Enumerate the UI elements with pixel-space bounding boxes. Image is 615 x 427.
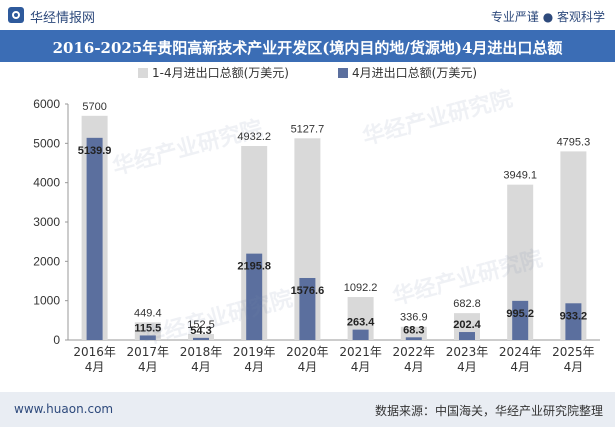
logo-icon — [8, 7, 24, 23]
legend-label-series2: 4月进出口总额(万美元) — [352, 66, 477, 80]
data-label-series1: 1092.2 — [344, 282, 378, 294]
data-label-series1: 5127.7 — [291, 123, 325, 135]
x-tick-label: 4月 — [298, 360, 318, 374]
y-tick-label: 4000 — [33, 176, 60, 190]
y-tick-label: 0 — [53, 333, 60, 347]
footer — [0, 392, 615, 427]
chart-title: 2016-2025年贵阳高新技术产业开发区(境内目的地/货源地)4月进出口总额 — [52, 39, 563, 57]
legend-label-series1: 1-4月进出口总额(万美元) — [152, 66, 289, 80]
x-tick-label: 2019年 — [233, 345, 276, 359]
data-label-series2: 933.2 — [560, 310, 588, 322]
bar-series2 — [565, 303, 582, 340]
bar-series2 — [193, 337, 209, 340]
bar-series2 — [405, 337, 422, 340]
data-label-series2: 68.3 — [403, 324, 424, 336]
data-label-series1: 3949.1 — [503, 170, 537, 182]
x-tick-label: 4月 — [138, 360, 158, 374]
data-label-series1: 152.5 — [187, 319, 215, 331]
bar-series2 — [246, 253, 263, 340]
x-tick-label: 4月 — [244, 360, 264, 374]
x-tick-label: 4月 — [457, 360, 477, 374]
data-label-series1: 5700 — [82, 101, 106, 113]
data-label-series1: 4795.3 — [557, 136, 591, 148]
footer-url[interactable]: www.huaon.com — [14, 402, 114, 416]
bar-series2 — [459, 332, 475, 340]
data-label-series1: 449.4 — [134, 307, 162, 319]
x-tick-label: 2017年 — [127, 345, 170, 359]
x-tick-label: 2021年 — [339, 345, 382, 359]
bar-series2 — [139, 335, 156, 340]
x-tick-label: 2020年 — [286, 345, 329, 359]
data-label-series2: 5139.9 — [78, 145, 112, 157]
data-label-series1: 682.8 — [453, 298, 481, 310]
x-tick-label: 4月 — [85, 360, 105, 374]
top-bar: 华经情报网 专业严谨 ● 客观科学 — [0, 0, 615, 30]
data-label-series2: 115.5 — [134, 322, 161, 334]
brand-name: 华经情报网 — [30, 11, 96, 26]
x-tick-label: 2018年 — [180, 345, 223, 359]
chart: 0 1000 2000 3000 4000 5000 6000 5700 5139.9 2016年… — [33, 66, 600, 374]
x-tick-label: 2022年 — [393, 345, 436, 359]
x-tick-label: 2016年 — [73, 345, 116, 359]
data-label-series2: 2195.8 — [237, 261, 271, 273]
bar-series1 — [188, 334, 214, 340]
bar-series2 — [86, 137, 103, 340]
data-label-series2: 1576.6 — [291, 285, 325, 297]
data-label-series2: 995.2 — [506, 308, 534, 320]
data-label-series2: 54.3 — [190, 325, 211, 337]
data-label-series1: 336.9 — [400, 312, 428, 324]
bar-series2 — [299, 277, 316, 340]
x-tick-label: 2023年 — [446, 345, 489, 359]
legend-swatch-series2 — [338, 68, 348, 78]
y-tick-label: 6000 — [33, 97, 60, 111]
data-label-series2: 263.4 — [347, 317, 375, 329]
y-tick-label: 1000 — [33, 294, 60, 308]
x-tick-label: 4月 — [404, 360, 424, 374]
x-tick-label: 2024年 — [499, 345, 542, 359]
y-tick-label: 5000 — [33, 136, 60, 150]
x-tick-label: 4月 — [510, 360, 530, 374]
y-tick-label: 2000 — [33, 254, 60, 268]
y-tick-label: 3000 — [33, 215, 60, 229]
slogan: 专业严谨 ● 客观科学 — [490, 10, 605, 24]
x-tick-label: 4月 — [191, 360, 211, 374]
data-label-series2: 202.4 — [453, 319, 481, 331]
bar-series1 — [400, 326, 427, 340]
bar-series2 — [512, 300, 529, 340]
x-tick-label: 2025年 — [552, 345, 595, 359]
x-tick-label: 4月 — [351, 360, 371, 374]
legend-swatch-series1 — [138, 68, 148, 78]
footer-source: 数据来源：中国海关，华经产业研究院整理 — [374, 404, 603, 418]
title-bar — [0, 30, 615, 62]
x-tick-label: 4月 — [564, 360, 584, 374]
data-label-series1: 4932.2 — [237, 131, 271, 143]
bar-series2 — [352, 329, 369, 340]
